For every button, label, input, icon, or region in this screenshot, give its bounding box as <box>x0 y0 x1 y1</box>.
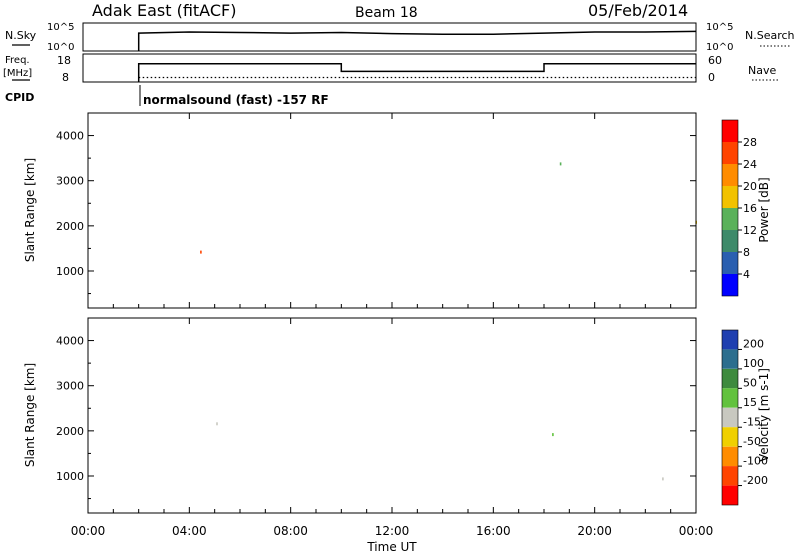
nave-tick-bottom: 0 <box>708 71 715 84</box>
range-tick-label: 4000 <box>56 130 84 143</box>
scale-swatch <box>722 164 738 186</box>
scale-swatch <box>722 446 738 467</box>
velocity-scale-label: Velocity [m s-1] <box>757 368 771 462</box>
freq-tick-top: 18 <box>57 54 71 67</box>
freq-series-line <box>137 63 696 82</box>
range-tick-label: 1000 <box>56 470 84 483</box>
scale-swatch <box>722 466 738 486</box>
time-axis: 00:00 04:00 08:00 12:00 16:00 20:00 00:00 <box>71 113 714 538</box>
scale-tick-label: -100 <box>743 454 768 467</box>
power-panel <box>87 112 697 309</box>
scale-tick-label: 16 <box>743 202 757 215</box>
range-tick-label: 1000 <box>56 265 84 278</box>
scale-swatch <box>722 274 738 296</box>
freq-tick-bottom: 8 <box>62 71 69 84</box>
power-data-cells <box>200 162 697 254</box>
velocity-data-cells <box>216 422 664 481</box>
freq-label-2: [MHz] <box>3 68 32 79</box>
scale-swatch <box>722 407 738 428</box>
range-tick-label: 2000 <box>56 425 84 438</box>
heatmap-cell <box>559 162 562 166</box>
time-tick-label: 20:00 <box>577 524 612 538</box>
nsearch-tick-top: 10^5 <box>706 22 733 33</box>
range-tick-label: 3000 <box>56 380 84 393</box>
scale-tick-label: 28 <box>743 136 757 149</box>
range-tick-label: 3000 <box>56 175 84 188</box>
range-tick-label: 4000 <box>56 335 84 348</box>
scale-tick-label: 200 <box>743 338 764 351</box>
velocity-range-axis-label: Slant Range [km] <box>23 363 37 467</box>
scale-tick-label: 100 <box>743 357 764 370</box>
scale-swatch <box>722 230 738 252</box>
heatmap-cell <box>552 433 554 437</box>
scale-swatch <box>722 330 738 350</box>
nsky-label: N.Sky <box>5 29 37 42</box>
scale-swatch <box>722 388 738 408</box>
heatmap-cell <box>216 422 218 426</box>
scale-tick-label: -200 <box>743 474 768 487</box>
scale-swatch <box>722 208 738 230</box>
nsky-series-line <box>137 30 697 51</box>
time-tick-label: 08:00 <box>273 524 308 538</box>
scale-swatch <box>722 142 738 164</box>
nave-label: Nave <box>748 64 776 77</box>
scale-tick-label: 12 <box>743 224 757 237</box>
scale-swatch <box>722 349 738 369</box>
scale-swatch <box>722 186 738 208</box>
range-axes: 1000 2000 3000 4000 1000 2000 3000 4000 <box>56 130 696 500</box>
scale-swatch <box>722 485 738 505</box>
time-tick-label: 04:00 <box>172 524 207 538</box>
time-axis-label: Time UT <box>366 540 417 554</box>
scale-swatch <box>722 120 738 142</box>
date-title: 05/Feb/2014 <box>588 1 688 20</box>
nsearch-tick-bottom: 10^0 <box>706 42 733 53</box>
freq-label-1: Freq. <box>5 55 30 66</box>
scale-tick-label: 4 <box>743 268 750 281</box>
time-tick-label: 00:00 <box>679 524 714 538</box>
heatmap-cell <box>662 477 664 481</box>
time-tick-label: 16:00 <box>476 524 511 538</box>
station-title: Adak East (fitACF) <box>92 1 236 20</box>
nsky-panel: N.Sky 10^5 10^0 10^5 10^0 N.Search <box>5 22 795 53</box>
time-tick-label: 00:00 <box>71 524 106 538</box>
scale-tick-label: 20 <box>743 180 757 193</box>
scale-tick-label: 50 <box>743 377 757 390</box>
range-tick-label: 2000 <box>56 220 84 233</box>
scale-swatch <box>722 368 738 389</box>
nsky-tick-bottom: 10^0 <box>47 42 74 53</box>
nsky-tick-top: 10^5 <box>47 22 74 33</box>
scale-tick-label: 15 <box>743 396 757 409</box>
nave-tick-top: 60 <box>708 54 722 67</box>
scale-swatch <box>722 252 738 274</box>
scale-tick-label: -50 <box>743 435 761 448</box>
power-range-axis-label: Slant Range [km] <box>23 158 37 262</box>
power-color-scale: 4 8 12 16 20 24 28 <box>721 119 757 297</box>
scale-tick-label: 8 <box>743 246 750 259</box>
time-tick-label: 12:00 <box>375 524 410 538</box>
velocity-color-scale: 200 100 50 15 -15 -50 -100 -200 <box>721 329 768 506</box>
cpid-text: normalsound (fast) -157 RF <box>143 93 329 107</box>
velocity-panel <box>87 317 697 514</box>
freq-panel: Freq. [MHz] 18 8 60 0 Nave <box>3 53 780 84</box>
scale-tick-label: 24 <box>743 158 757 171</box>
power-scale-label: Power [dB] <box>757 177 771 242</box>
beam-title: Beam 18 <box>355 5 418 21</box>
scale-swatch <box>722 427 738 447</box>
cpid-label: CPID <box>5 91 34 104</box>
nsearch-label: N.Search <box>745 29 795 42</box>
scale-tick-label: -15 <box>743 416 761 429</box>
heatmap-cell <box>200 250 202 254</box>
